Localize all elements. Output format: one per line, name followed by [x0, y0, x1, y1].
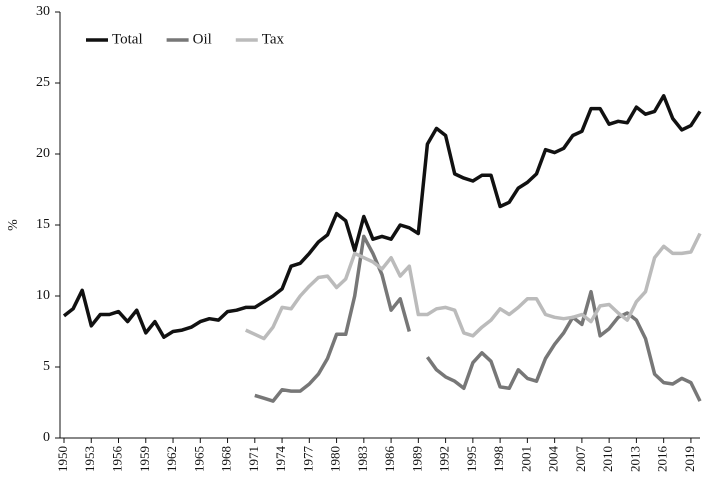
x-tick-label: 1995: [464, 446, 479, 472]
x-tick-label: 1956: [109, 446, 124, 473]
x-tick-label: 1959: [137, 446, 152, 472]
x-tick-label: 2019: [682, 446, 697, 472]
legend-label: Oil: [193, 31, 212, 47]
y-tick-label: 10: [36, 288, 50, 303]
x-tick-label: 1992: [437, 446, 452, 472]
line-series: [254, 234, 702, 403]
x-tick-label: 1968: [219, 446, 234, 472]
x-tick-label: 1986: [382, 446, 397, 473]
y-tick-label: 0: [43, 430, 50, 445]
x-tick-label: 1980: [328, 446, 343, 472]
x-tick-label: 1974: [273, 446, 288, 473]
x-tick-label: 1962: [164, 446, 179, 472]
y-tick-label: 15: [36, 217, 50, 232]
x-tick-label: 1965: [191, 446, 206, 472]
x-tick-label: 1983: [355, 446, 370, 472]
x-tick-label: 2004: [546, 446, 561, 473]
y-axis-label: %: [6, 219, 21, 231]
x-tick-label: 1977: [300, 446, 315, 473]
legend-label: Total: [112, 31, 143, 47]
x-tick-label: 1953: [82, 446, 97, 472]
line-series: [62, 94, 702, 339]
x-tick-label: 1971: [246, 446, 261, 472]
line-series: [244, 232, 702, 341]
x-tick-label: 2016: [655, 446, 670, 473]
y-tick-label: 20: [36, 146, 50, 161]
x-tick-label: 2013: [627, 446, 642, 472]
y-tick-label: 30: [36, 4, 50, 19]
x-tick-label: 2001: [518, 446, 533, 472]
x-tick-label: 2007: [573, 446, 588, 473]
y-tick-label: 25: [36, 75, 50, 90]
legend-label: Tax: [262, 31, 285, 47]
x-tick-label: 1950: [55, 446, 70, 472]
x-tick-label: 1989: [409, 446, 424, 472]
x-tick-label: 2010: [600, 446, 615, 472]
y-tick-label: 5: [43, 359, 50, 374]
x-tick-label: 1998: [491, 446, 506, 472]
